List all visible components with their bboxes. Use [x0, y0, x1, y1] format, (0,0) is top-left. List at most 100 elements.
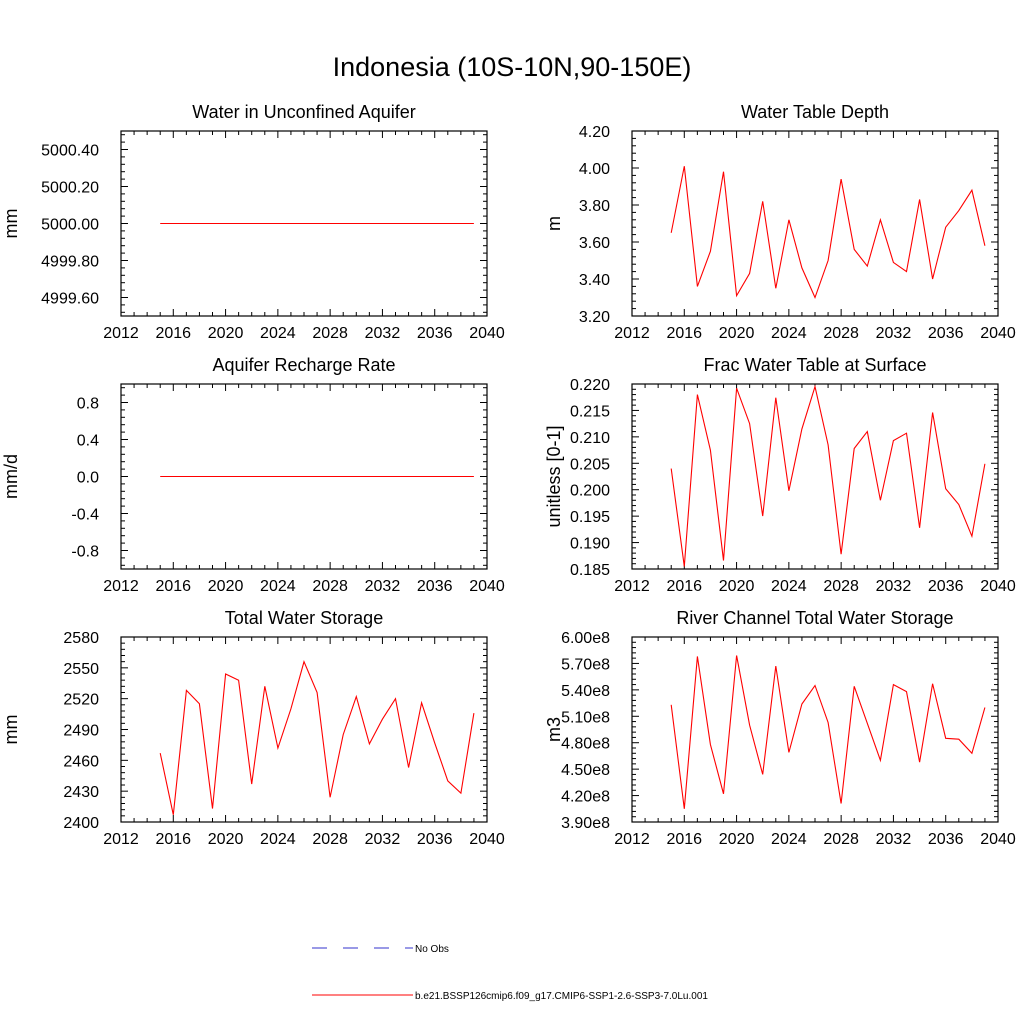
- x-tick-label: 2016: [155, 831, 191, 848]
- x-tick-label: 2040: [980, 831, 1016, 848]
- x-tick-label: 2012: [614, 578, 650, 595]
- y-axis-label: mm/d: [1, 454, 21, 499]
- series-line: [670, 384, 986, 567]
- x-tick-label: 2036: [417, 831, 453, 848]
- panel-title: Water in Unconfined Aquifer: [192, 102, 415, 122]
- x-tick-label: 2028: [312, 578, 348, 595]
- y-tick-label: 2580: [63, 630, 99, 647]
- x-tick-label: 2032: [876, 831, 912, 848]
- y-axis-label: unitless [0-1]: [544, 425, 564, 527]
- y-tick-label: 4.80e8: [561, 736, 610, 753]
- x-tick-label: 2040: [980, 578, 1016, 595]
- x-tick-label: 2040: [469, 578, 505, 595]
- x-tick-label: 2032: [365, 325, 401, 342]
- y-tick-label: 3.40: [579, 272, 610, 289]
- x-tick-label: 2024: [260, 831, 296, 848]
- panel-title: Frac Water Table at Surface: [703, 355, 926, 375]
- x-tick-label: 2032: [365, 831, 401, 848]
- x-tick-label: 2024: [260, 325, 296, 342]
- x-tick-label: 2036: [417, 325, 453, 342]
- x-tick-label: 2036: [928, 325, 964, 342]
- x-tick-label: 2012: [103, 831, 139, 848]
- x-tick-label: 2032: [876, 578, 912, 595]
- y-tick-label: 0.220: [570, 377, 610, 394]
- y-tick-label: 6.00e8: [561, 630, 610, 647]
- x-tick-label: 2012: [103, 578, 139, 595]
- y-tick-label: 0.215: [570, 403, 610, 420]
- y-tick-label: 3.90e8: [561, 815, 610, 832]
- x-tick-label: 2012: [614, 325, 650, 342]
- y-tick-label: 0.0: [77, 470, 99, 487]
- x-tick-label: 2020: [719, 831, 755, 848]
- panel-title: River Channel Total Water Storage: [676, 608, 953, 628]
- x-tick-label: 2024: [771, 325, 807, 342]
- y-tick-label: 5.40e8: [561, 683, 610, 700]
- x-tick-label: 2028: [312, 831, 348, 848]
- y-tick-label: 0.4: [77, 433, 99, 450]
- y-tick-label: 0.190: [570, 536, 610, 553]
- x-tick-label: 2028: [823, 578, 859, 595]
- y-tick-label: 4.20e8: [561, 789, 610, 806]
- x-tick-label: 2016: [666, 325, 702, 342]
- y-tick-label: 4.20: [579, 124, 610, 141]
- x-tick-label: 2036: [928, 578, 964, 595]
- y-tick-label: 4999.80: [41, 254, 99, 271]
- chart-panel-3: 2012 2016 2020 2024 2028 2032 2036 2040 -0.8 -0.4…: [1, 355, 505, 595]
- panel-title: Water Table Depth: [741, 102, 889, 122]
- y-axis-label: mm: [1, 209, 21, 239]
- y-tick-label: 4999.60: [41, 291, 99, 308]
- y-tick-label: 0.185: [570, 562, 610, 579]
- x-tick-label: 2016: [666, 831, 702, 848]
- x-tick-label: 2040: [469, 831, 505, 848]
- y-tick-label: 0.8: [77, 396, 99, 413]
- y-tick-label: 3.20: [579, 309, 610, 326]
- y-tick-label: 5.70e8: [561, 656, 610, 673]
- x-tick-label: 2036: [417, 578, 453, 595]
- x-tick-label: 2012: [614, 831, 650, 848]
- y-tick-label: -0.4: [71, 507, 99, 524]
- x-tick-label: 2020: [208, 831, 244, 848]
- x-tick-label: 2016: [155, 325, 191, 342]
- y-tick-label: 4.50e8: [561, 762, 610, 779]
- y-axis-label: mm: [1, 715, 21, 745]
- x-tick-label: 2020: [719, 325, 755, 342]
- series-line: [159, 660, 475, 815]
- y-tick-label: 3.60: [579, 235, 610, 252]
- y-tick-label: 0.200: [570, 483, 610, 500]
- y-tick-label: -0.8: [71, 544, 99, 561]
- series-line: [670, 655, 986, 809]
- y-tick-label: 0.195: [570, 509, 610, 526]
- plot-frame: [631, 130, 999, 317]
- legend-label-no-obs: No Obs: [415, 944, 449, 955]
- chart-panel-1: 2012 2016 2020 2024 2028 2032 2036 2040 4999.60 4…: [1, 102, 505, 342]
- y-tick-label: 4.00: [579, 161, 610, 178]
- y-tick-label: 5000.00: [41, 217, 99, 234]
- x-tick-label: 2012: [103, 325, 139, 342]
- x-tick-label: 2020: [719, 578, 755, 595]
- x-tick-label: 2040: [980, 325, 1016, 342]
- y-tick-label: 5000.20: [41, 180, 99, 197]
- x-tick-label: 2028: [312, 325, 348, 342]
- y-tick-label: 5000.40: [41, 143, 99, 160]
- x-tick-label: 2028: [823, 325, 859, 342]
- x-tick-label: 2028: [823, 831, 859, 848]
- y-tick-label: 0.210: [570, 430, 610, 447]
- panel-title: Total Water Storage: [225, 608, 383, 628]
- x-tick-label: 2032: [365, 578, 401, 595]
- x-tick-label: 2020: [208, 578, 244, 595]
- x-tick-label: 2040: [469, 325, 505, 342]
- legend-label-model: b.e21.BSSP126cmip6.f09_g17.CMIP6-SSP1-2.…: [415, 991, 708, 1002]
- chart-panel-2: 2012 2016 2020 2024 2028 2032 2036 2040 3.20 3.40…: [544, 102, 1016, 342]
- x-tick-label: 2024: [260, 578, 296, 595]
- page-title: Indonesia (10S-10N,90-150E): [332, 52, 692, 82]
- y-tick-label: 2460: [63, 753, 99, 770]
- x-tick-label: 2036: [928, 831, 964, 848]
- chart-panel-4: 2012 2016 2020 2024 2028 2032 2036 2040 0.185 0.1…: [544, 355, 1016, 595]
- x-tick-label: 2032: [876, 325, 912, 342]
- y-tick-label: 2520: [63, 692, 99, 709]
- y-tick-label: 5.10e8: [561, 709, 610, 726]
- y-tick-label: 2400: [63, 815, 99, 832]
- x-tick-label: 2016: [155, 578, 191, 595]
- panel-title: Aquifer Recharge Rate: [212, 355, 395, 375]
